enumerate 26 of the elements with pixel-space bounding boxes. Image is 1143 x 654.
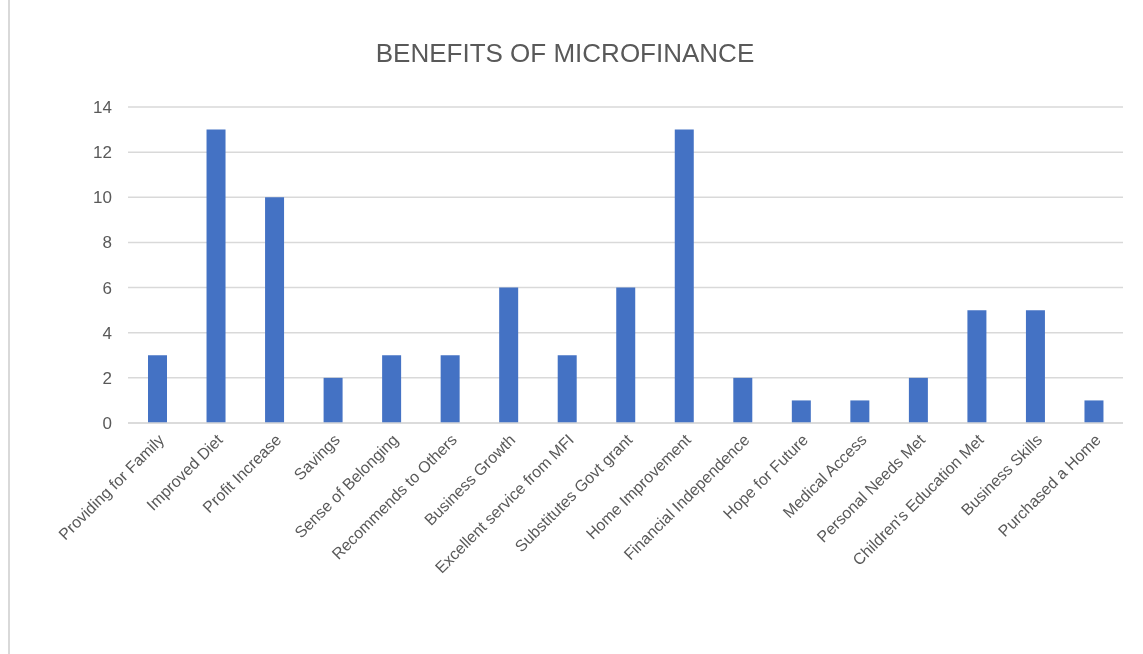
bar — [733, 377, 753, 423]
bar — [265, 197, 285, 423]
y-tick-label: 0 — [102, 414, 112, 434]
y-tick-label: 2 — [102, 368, 112, 388]
bar — [557, 355, 577, 423]
bar — [440, 355, 460, 423]
y-tick-label: 6 — [102, 278, 112, 298]
y-tick-label: 10 — [93, 188, 112, 208]
bar — [1025, 310, 1045, 423]
bar — [674, 129, 694, 423]
y-tick-label: 4 — [102, 323, 112, 343]
bar — [967, 310, 987, 423]
chart-title: BENEFITS OF MICROFINANCE — [374, 38, 756, 69]
y-tick-label: 8 — [102, 233, 112, 253]
bar — [1084, 400, 1104, 423]
bar — [148, 355, 167, 423]
bar — [323, 377, 343, 423]
bar — [908, 377, 928, 423]
bar — [616, 287, 636, 423]
y-tick-label: 14 — [93, 98, 112, 118]
bar — [499, 287, 519, 423]
bar — [206, 129, 226, 423]
y-tick-label: 12 — [93, 143, 112, 163]
bar — [791, 400, 811, 423]
bar — [850, 400, 870, 423]
bar — [382, 355, 402, 423]
